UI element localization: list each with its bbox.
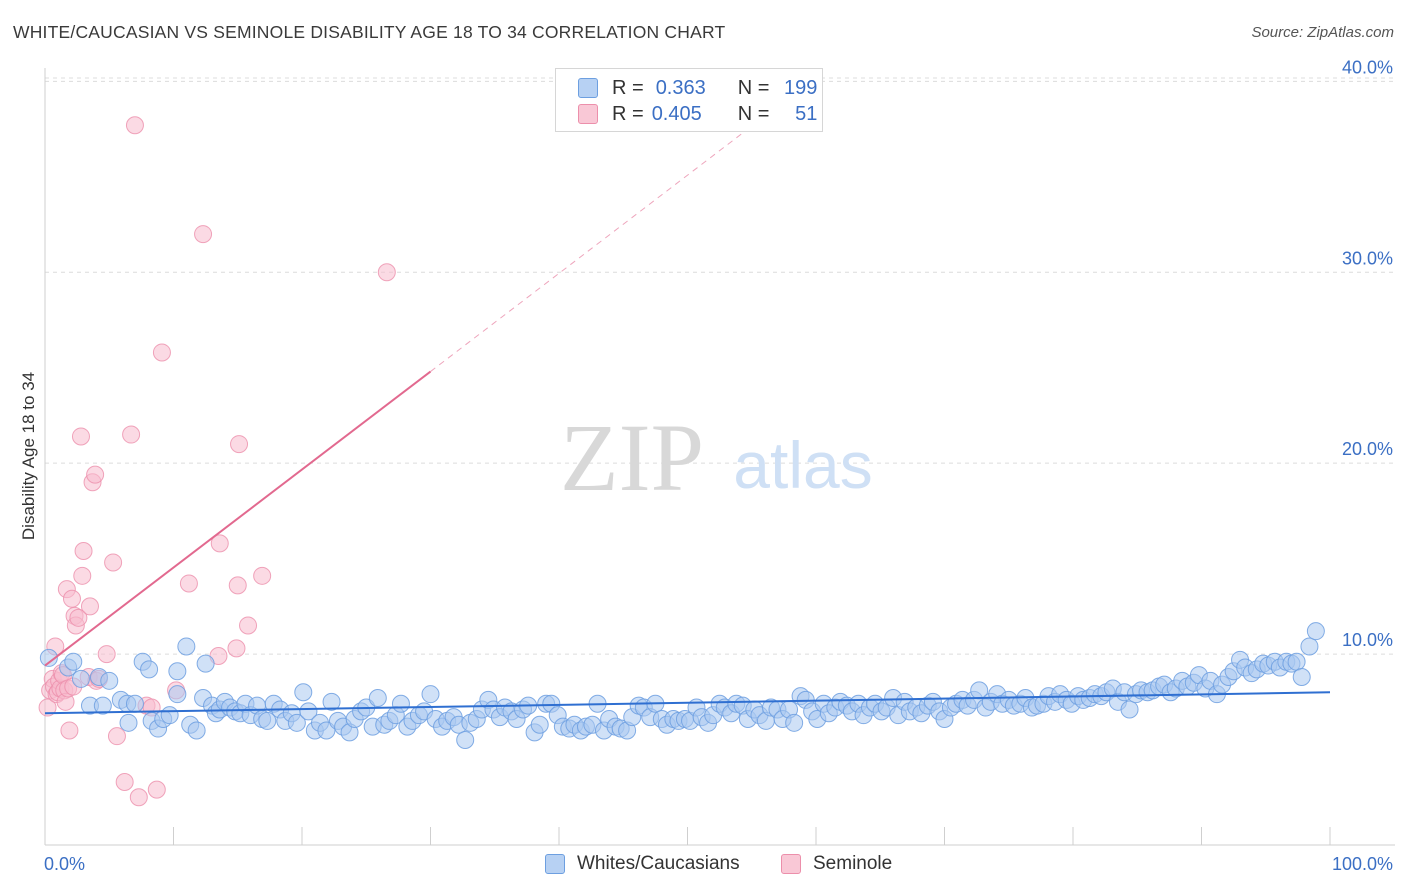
seminole-point — [97, 645, 116, 664]
watermark-zip: ZIP — [560, 404, 704, 511]
seminole-point — [147, 780, 166, 799]
whites-legend-label: Whites/Caucasians — [577, 853, 740, 874]
legend-item-seminole: Seminole — [781, 851, 892, 877]
whites-point — [258, 711, 277, 730]
whites-point — [317, 721, 336, 740]
grid-lines — [45, 77, 1395, 655]
seminole-point — [210, 534, 229, 553]
seminole-point — [227, 639, 246, 658]
seminole-point — [230, 435, 249, 454]
trend-lines — [44, 130, 1331, 715]
whites-point — [1292, 668, 1311, 686]
whites-point — [1306, 622, 1325, 641]
y-tick-label: 40.0% — [1342, 57, 1393, 77]
r-label: R = — [612, 76, 644, 99]
y-axis-title: Disability Age 18 to 34 — [19, 372, 38, 540]
seminole-point — [377, 263, 396, 282]
chart-title: WHITE/CAUCASIAN VS SEMINOLE DISABILITY A… — [13, 22, 726, 42]
watermark: ZIP atlas — [560, 404, 873, 511]
whites-point — [1300, 637, 1319, 656]
whites-point — [125, 694, 144, 713]
whites-point — [299, 702, 318, 721]
seminole-legend-label: Seminole — [813, 853, 893, 874]
n-label: N = — [737, 76, 770, 99]
whites-point — [140, 660, 159, 679]
stats-row-seminole: R = 0.405 N = 51 — [578, 102, 817, 126]
whites-point — [368, 689, 387, 707]
seminole-point — [228, 576, 247, 595]
seminole-swatch — [578, 104, 598, 124]
whites-swatch — [578, 78, 598, 98]
seminole-point — [80, 597, 99, 616]
seminole-point — [253, 566, 272, 585]
seminole-point — [104, 553, 123, 572]
whites-point — [64, 652, 83, 671]
whites-point — [39, 648, 58, 667]
legend-item-whites: Whites/Caucasians — [545, 851, 740, 877]
stats-row-whites: R = 0.363 N = 199 — [578, 76, 817, 100]
seminole-point — [115, 773, 134, 791]
whites-point — [322, 692, 341, 711]
whites-point — [100, 671, 119, 690]
stats-legend: R = 0.363 N = 199 R = 0.405 N = 51 — [555, 68, 823, 132]
source-label: Source: ZipAtlas.com — [1251, 24, 1394, 41]
n-label: N = — [737, 102, 770, 125]
n-value-seminole: 51 — [795, 102, 818, 125]
whites-point — [785, 713, 804, 732]
seminole-trend-line — [44, 370, 432, 667]
seminole-point — [129, 788, 148, 807]
seminole-point — [152, 343, 171, 362]
seminole-point — [69, 608, 88, 627]
r-value-whites: 0.363 — [655, 76, 706, 99]
whites-legend-swatch — [545, 854, 565, 874]
x-tick-label: 100.0% — [1332, 854, 1393, 874]
x-tick-label: 0.0% — [44, 854, 85, 874]
r-value-seminole: 0.405 — [651, 102, 702, 125]
seminole-point — [122, 425, 141, 444]
whites-point — [71, 669, 90, 688]
watermark-atlas: atlas — [733, 428, 872, 502]
axis-labels: 10.0% 20.0% 30.0% 40.0% 0.0% 100.0% Disability… — [19, 57, 1393, 874]
seminole-point — [239, 616, 258, 635]
whites-point — [294, 683, 313, 702]
seminole-point — [62, 589, 81, 608]
y-tick-label: 10.0% — [1342, 630, 1393, 650]
seminole-point — [71, 427, 90, 446]
seminole-point — [107, 727, 126, 746]
seminole-point — [179, 574, 198, 593]
seminole-point — [38, 698, 57, 717]
y-tick-label: 30.0% — [1342, 248, 1393, 268]
whites-point — [456, 731, 475, 749]
seminole-point — [60, 721, 79, 740]
seminole-point — [125, 116, 144, 135]
whites-point — [160, 706, 179, 725]
whites-point — [196, 654, 215, 673]
seminole-point — [74, 542, 93, 560]
whites-point — [168, 685, 187, 704]
seminole-point — [194, 225, 213, 244]
whites-point — [119, 713, 138, 732]
y-tick-label: 20.0% — [1342, 439, 1393, 459]
n-value-whites: 199 — [784, 76, 818, 99]
whites-point — [1287, 652, 1306, 671]
seminole-point — [73, 566, 92, 585]
whites-point — [177, 637, 196, 656]
whites-point — [187, 721, 206, 740]
whites-trend-line — [44, 691, 1331, 715]
axes — [44, 68, 1395, 846]
seminole-trend-extension — [430, 130, 746, 372]
whites-point — [168, 662, 187, 681]
whites-point — [287, 713, 306, 732]
whites-point — [421, 685, 440, 704]
seminole-legend-swatch — [781, 854, 801, 874]
whites-point — [530, 715, 549, 734]
whites-point — [93, 696, 112, 715]
whites-point — [1120, 700, 1139, 719]
r-label: R = — [612, 102, 644, 125]
whites-point — [391, 694, 410, 713]
seminole-point — [86, 465, 105, 484]
